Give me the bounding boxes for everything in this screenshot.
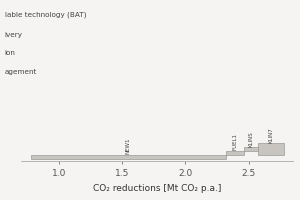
- Text: KLINS: KLINS: [248, 131, 253, 147]
- Bar: [258, 143, 284, 155]
- Text: lable technology (BAT): lable technology (BAT): [4, 12, 86, 18]
- Text: ivery: ivery: [4, 32, 22, 38]
- Bar: [226, 151, 244, 155]
- Text: ion: ion: [4, 50, 15, 56]
- X-axis label: CO₂ reductions [Mt CO₂ p.a.]: CO₂ reductions [Mt CO₂ p.a.]: [93, 184, 221, 193]
- Text: KLIN7: KLIN7: [268, 127, 273, 143]
- Text: agement: agement: [4, 69, 37, 75]
- Bar: [244, 147, 258, 151]
- Bar: [31, 155, 226, 159]
- Text: FUEL1: FUEL1: [232, 133, 237, 150]
- Text: NEW1: NEW1: [126, 138, 131, 154]
